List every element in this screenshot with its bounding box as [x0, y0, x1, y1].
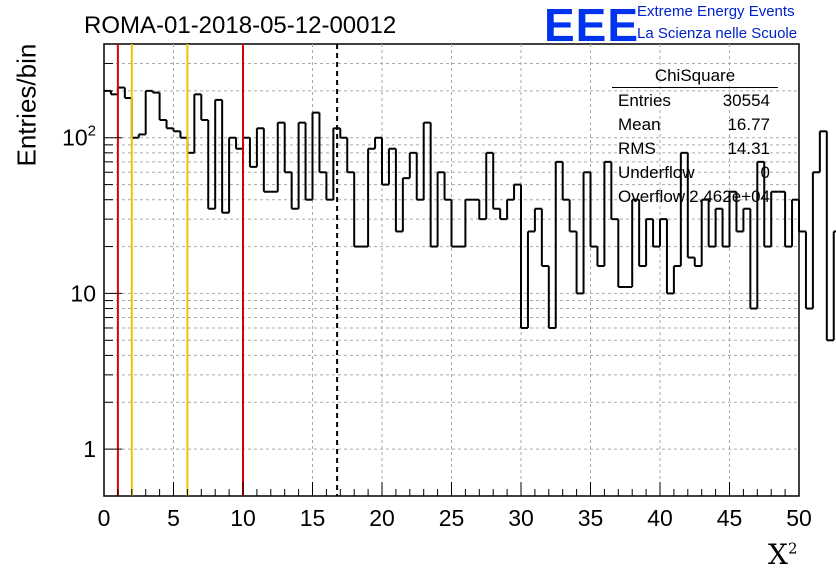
- stats-value: 0: [760, 163, 770, 182]
- stats-box: ChiSquare Entries 30554 Mean 16.77 RMS 14.3…: [612, 66, 778, 209]
- x-axis-label-base: X: [768, 538, 788, 571]
- axis-ticks: [103, 62, 800, 496]
- y-tick-label: 102: [62, 123, 96, 151]
- stats-key: Overflow: [618, 187, 686, 206]
- y-tick-labels: 1 10 102: [62, 123, 96, 462]
- stats-row-mean: Mean 16.77: [612, 113, 778, 137]
- stats-value: 16.77: [727, 115, 770, 134]
- reference-lines: [116, 44, 339, 496]
- stats-value: 14.31: [727, 139, 770, 158]
- eee-logo-mark: EEE: [544, 0, 640, 51]
- x-tick-label: 40: [647, 505, 673, 531]
- x-tick-labels: 0 5 10 15 20 25 30 35 40 45 50: [98, 505, 812, 531]
- stats-value: 30554: [722, 91, 770, 110]
- stats-row-entries: Entries 30554: [612, 89, 778, 113]
- x-tick-label: 10: [230, 505, 256, 531]
- histogram-bars: [104, 86, 836, 342]
- stats-key: Underflow: [618, 163, 695, 182]
- stats-row-overflow: Overflow 2.462e+04: [612, 185, 778, 209]
- x-tick-label: 25: [439, 505, 465, 531]
- logo-line-2: La Scienza nelle Scuole: [637, 25, 798, 42]
- x-tick-label: 45: [717, 505, 743, 531]
- x-tick-label: 15: [300, 505, 326, 531]
- x-tick-label: 5: [167, 505, 180, 531]
- grid-lines: [104, 44, 799, 496]
- y-axis-label: Entries/bin: [11, 43, 42, 167]
- x-tick-label: 30: [508, 505, 534, 531]
- stats-value: 2.462e+04: [689, 187, 770, 206]
- x-axis-label: X2: [768, 538, 797, 571]
- x-tick-label: 20: [369, 505, 395, 531]
- y-tick-label: 1: [83, 436, 96, 462]
- y-tick-label: 10: [70, 280, 96, 306]
- stats-row-rms: RMS 14.31: [612, 137, 778, 161]
- chart-title: ROMA-01-2018-05-12-00012: [84, 12, 397, 39]
- stats-key: RMS: [618, 139, 656, 158]
- logo-line-1: Extreme Energy Events: [637, 3, 795, 20]
- x-tick-label: 0: [98, 505, 111, 531]
- y-tick-label-exponent: 2: [88, 123, 96, 140]
- x-tick-label: 35: [578, 505, 604, 531]
- stats-row-underflow: Underflow 0: [612, 161, 778, 185]
- stats-key: Entries: [618, 91, 671, 110]
- stats-key: Mean: [618, 115, 661, 134]
- x-tick-label: 50: [786, 505, 812, 531]
- x-axis-label-superscript: 2: [787, 539, 798, 558]
- stats-title: ChiSquare: [612, 66, 778, 88]
